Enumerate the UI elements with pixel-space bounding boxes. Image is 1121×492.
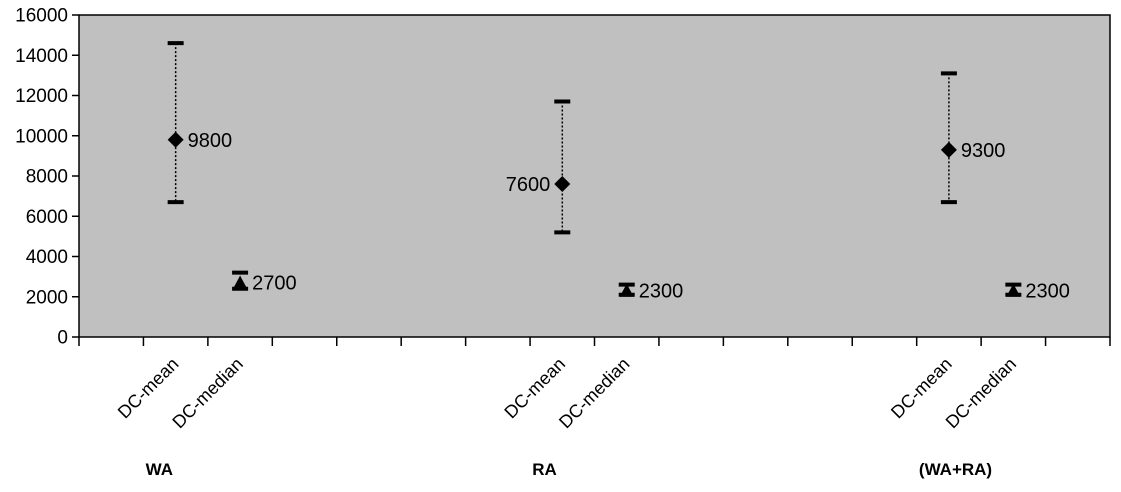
category-label: DC-mean (500, 354, 569, 423)
triangle-marker (619, 283, 634, 297)
plot-area (78, 14, 1111, 338)
y-tick-label: 14000 (15, 46, 68, 67)
data-label: 2700 (252, 273, 297, 295)
y-axis: 0 2000 4000 6000 8000 10000 12000 14000 16000 (15, 6, 79, 349)
category-label: DC-mean (887, 354, 956, 423)
y-tick-label: 0 (57, 328, 68, 349)
data-label: 7600 (506, 174, 551, 196)
y-tick-label: 6000 (26, 207, 68, 228)
data-markers (167, 131, 1021, 297)
y-tick-label: 12000 (15, 86, 68, 107)
group-label: (WA+RA) (919, 460, 992, 479)
diamond-marker (554, 176, 571, 193)
category-label: DC-median (168, 354, 247, 433)
triangle-marker (1006, 283, 1021, 297)
y-tick-label: 4000 (26, 247, 68, 268)
group-label: WA (146, 460, 173, 479)
data-label: 9300 (961, 140, 1006, 162)
group-label: RA (532, 460, 557, 479)
data-label: 2300 (1025, 281, 1070, 303)
triangle-marker (233, 275, 248, 289)
group-labels: WA RA (WA+RA) (146, 460, 992, 479)
y-tick-label: 2000 (26, 287, 68, 308)
data-label: 9800 (188, 130, 233, 152)
category-label: DC-median (555, 354, 634, 433)
diamond-marker (940, 141, 957, 158)
y-tick-label: 8000 (26, 167, 68, 188)
category-label: DC-mean (114, 354, 183, 423)
data-label: 2300 (639, 281, 684, 303)
data-labels: 9800 2700 7600 2300 9300 2300 (188, 130, 1070, 303)
y-tick-label: 10000 (15, 126, 68, 147)
x-axis (78, 337, 1111, 346)
category-label: DC-median (942, 354, 1021, 433)
y-tick-label: 16000 (15, 6, 68, 27)
diamond-marker (167, 131, 184, 148)
